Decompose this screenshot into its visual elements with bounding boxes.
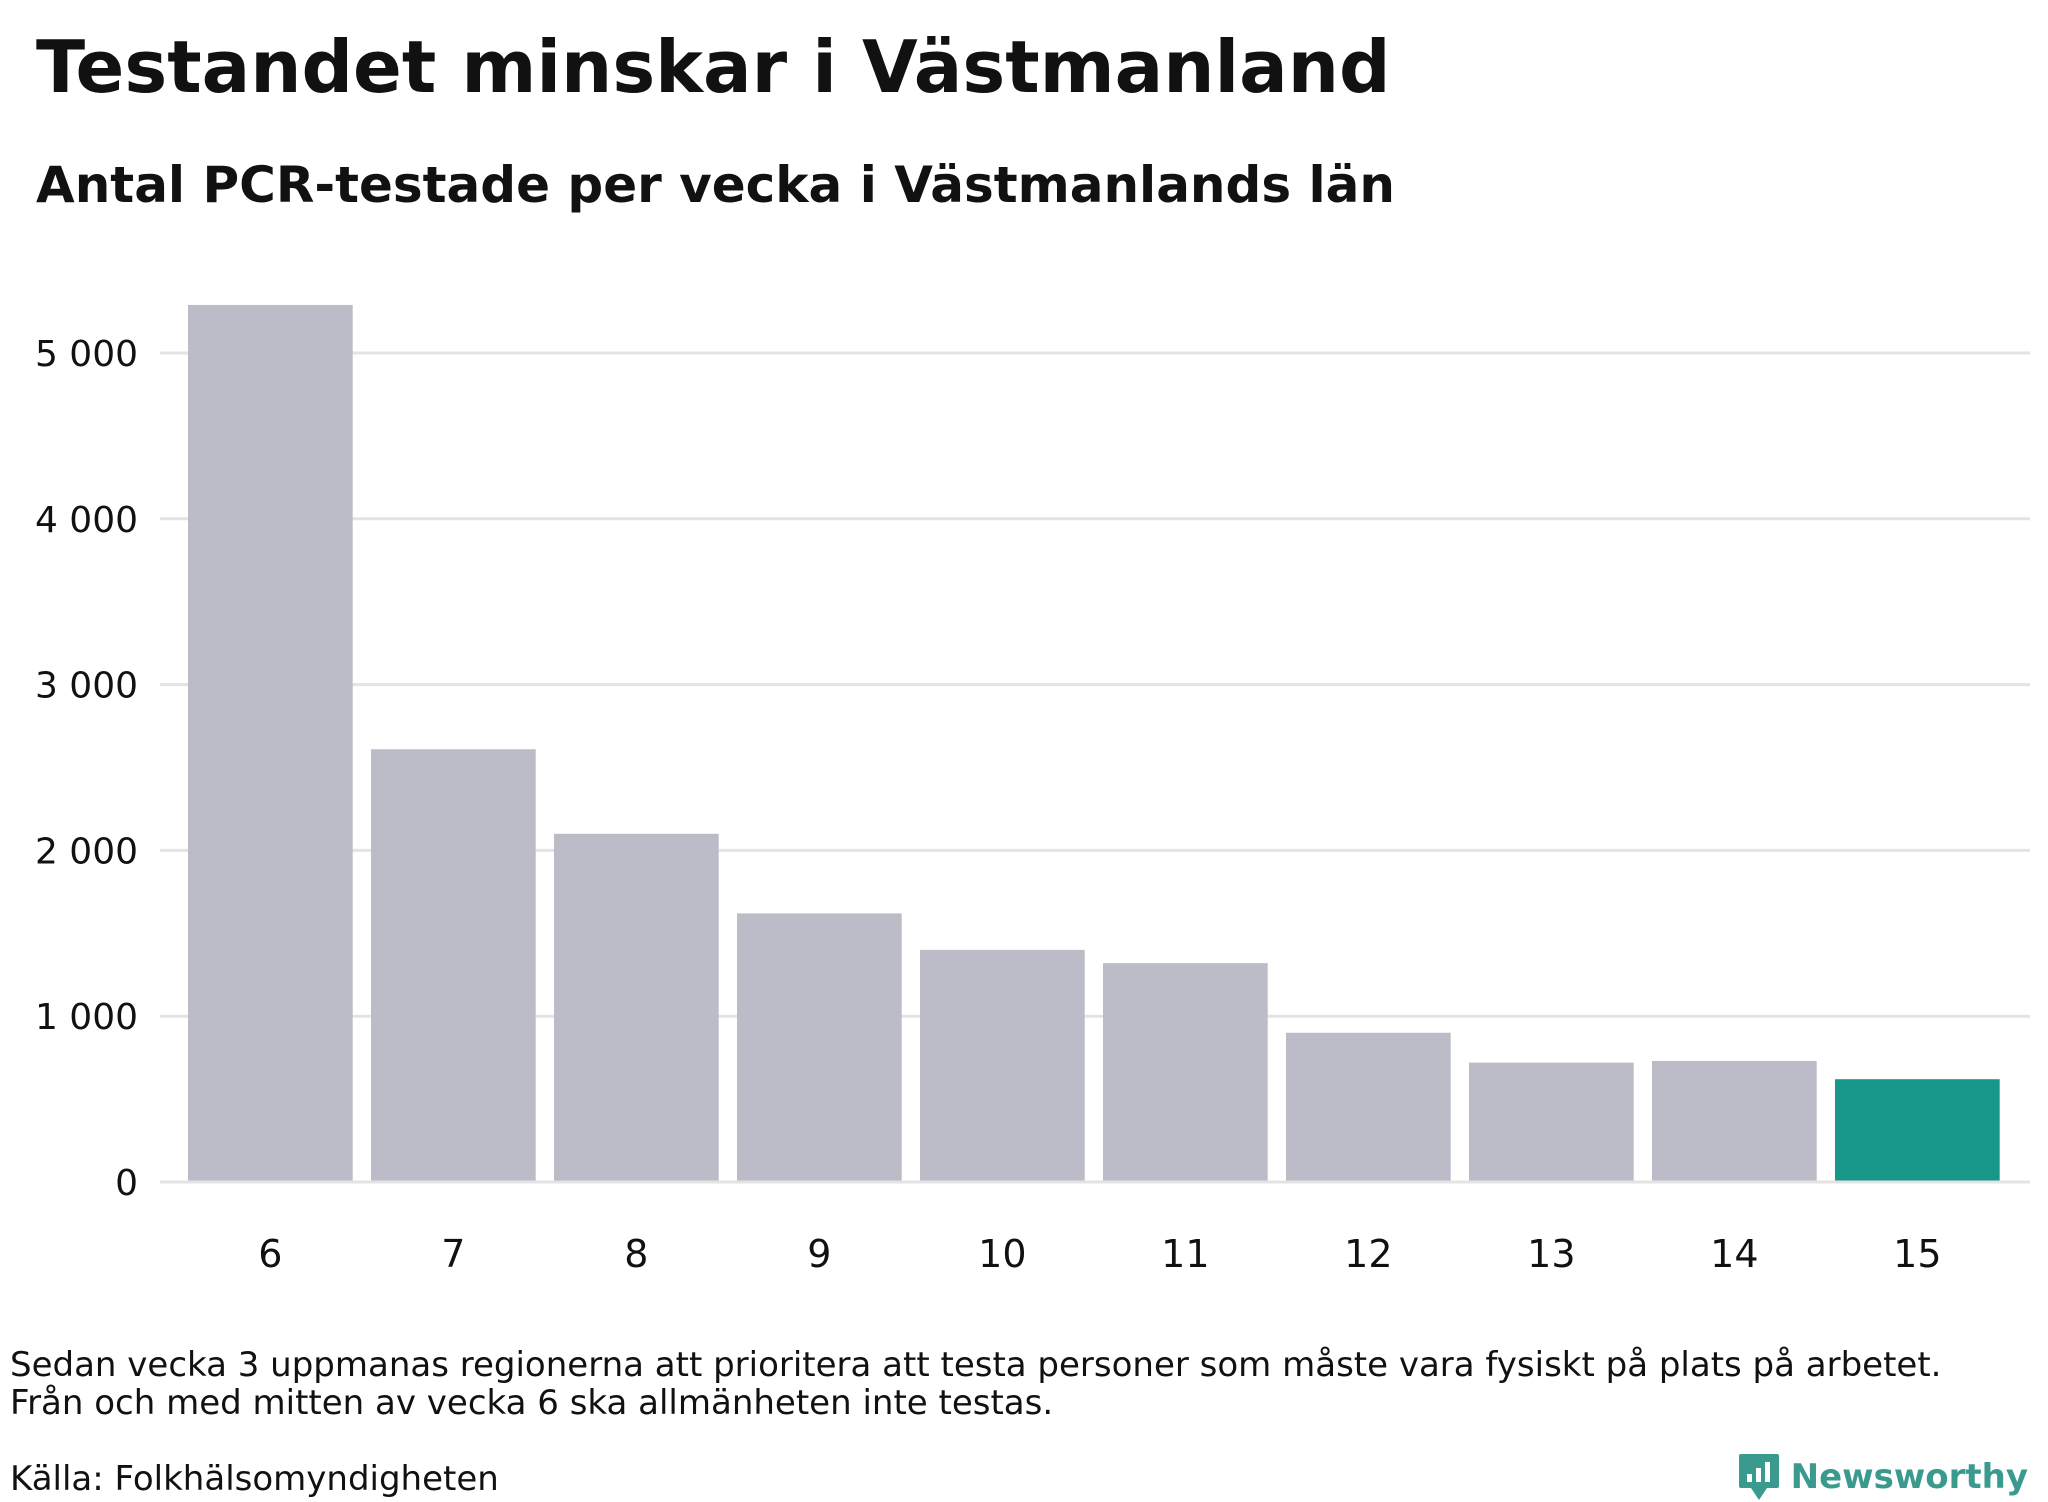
x-tick-label: 8 [624, 1232, 648, 1276]
bar-week-10 [920, 949, 1085, 1182]
brand-name: Newsworthy [1790, 1457, 2028, 1497]
bar-week-9 [737, 913, 902, 1182]
chart-title: Testandet minskar i Västmanland [36, 25, 1391, 109]
chart-note-line-2: Från och med mitten av vecka 6 ska allmä… [10, 1383, 1054, 1423]
bar-week-14 [1652, 1060, 1817, 1182]
x-tick-label: 7 [441, 1232, 465, 1276]
brand-logo: Newsworthy [1737, 1452, 2028, 1502]
x-tick-label: 11 [1161, 1232, 1209, 1276]
bar-week-7 [371, 749, 536, 1182]
x-tick-label: 10 [978, 1232, 1026, 1276]
chart-subtitle: Antal PCR-testade per vecka i Västmanlan… [36, 156, 1395, 214]
source-credit: Källa: Folkhälsomyndigheten [10, 1459, 499, 1499]
x-tick-label: 12 [1344, 1232, 1392, 1276]
y-axis-tick-labels: 0 1 000 2 000 3 000 4 000 5 000 [35, 334, 138, 1204]
x-tick-label: 14 [1710, 1232, 1758, 1276]
x-tick-label: 13 [1527, 1232, 1575, 1276]
x-tick-label: 6 [258, 1232, 282, 1276]
y-tick-label: 2 000 [35, 831, 138, 872]
y-tick-label: 5 000 [35, 334, 138, 375]
bar-week-11 [1103, 963, 1268, 1182]
bar-week-15 [1835, 1079, 2000, 1182]
bar-week-13 [1469, 1062, 1634, 1182]
bar-week-6 [188, 304, 353, 1183]
bar-week-12 [1286, 1032, 1451, 1182]
newsworthy-logo-icon [1738, 1454, 1779, 1500]
x-axis-tick-labels: 6 7 8 9 10 11 12 13 14 15 [258, 1232, 1941, 1276]
y-tick-label: 4 000 [35, 500, 138, 541]
bar-chart: 0 1 000 2 000 3 000 4 000 5 000 6 7 8 9 10 11 12 13 1… [35, 304, 2030, 1276]
y-tick-label: 1 000 [35, 997, 138, 1038]
chart-note-line-1: Sedan vecka 3 uppmanas regionerna att pr… [10, 1345, 1942, 1385]
y-tick-label: 0 [115, 1163, 138, 1204]
x-tick-label: 9 [807, 1232, 831, 1276]
chart-note: Sedan vecka 3 uppmanas regionerna att pr… [10, 1346, 1941, 1422]
y-tick-label: 3 000 [35, 666, 138, 707]
bar-week-8 [554, 833, 719, 1182]
x-tick-label: 15 [1893, 1232, 1941, 1276]
bars [160, 304, 2030, 1184]
